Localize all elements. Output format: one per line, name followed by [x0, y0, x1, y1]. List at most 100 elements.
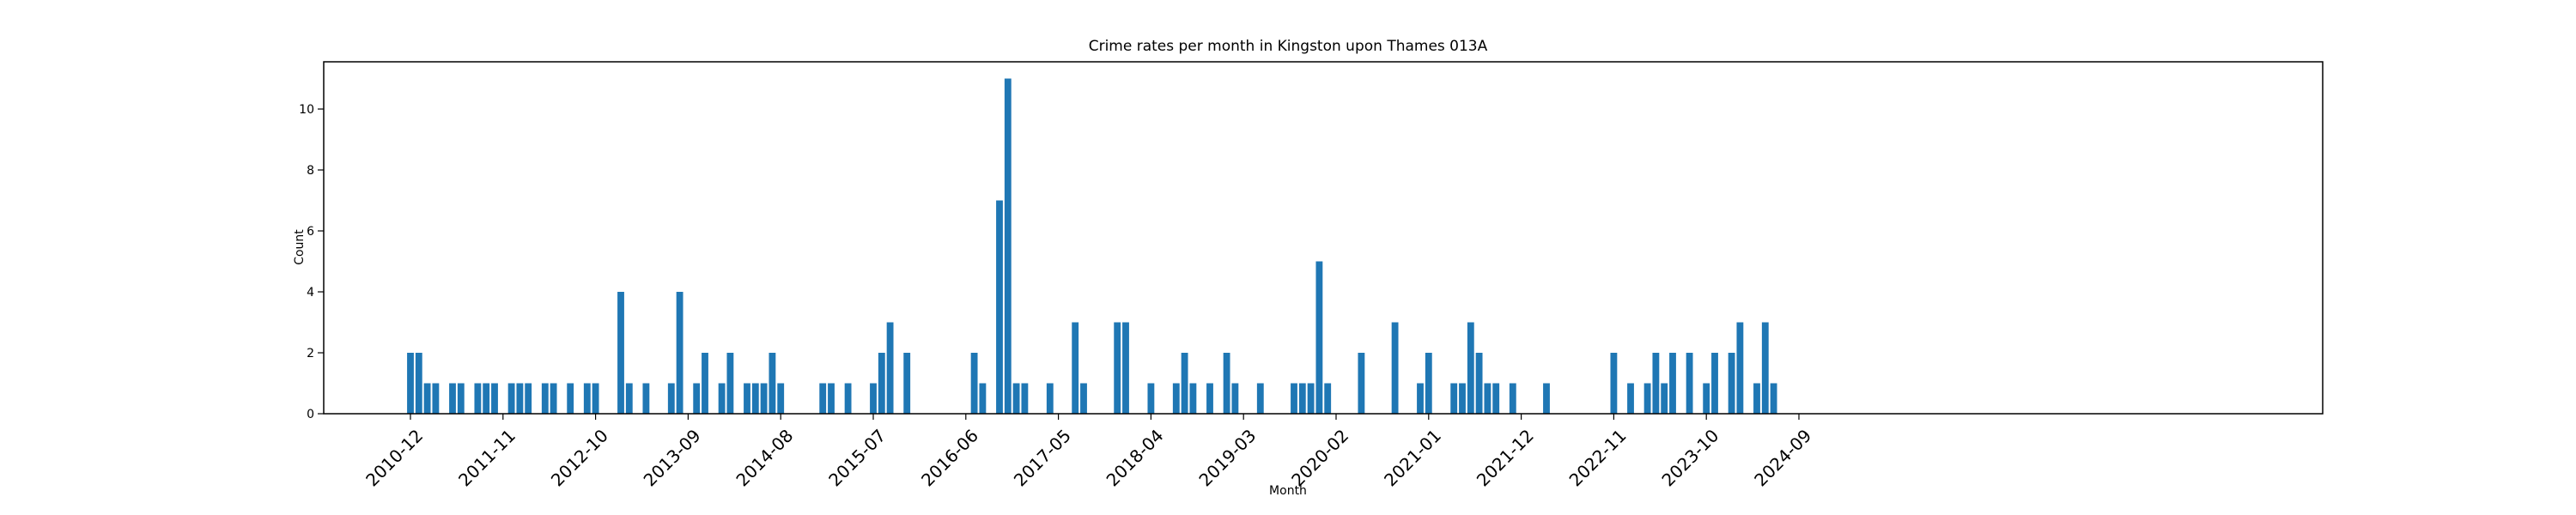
- bar-2011-06: [457, 383, 465, 414]
- bar-2011-09: [483, 383, 490, 414]
- bar-2013-04: [642, 383, 650, 414]
- bar-2020-05: [1358, 353, 1365, 414]
- bar-2012-04: [541, 383, 549, 414]
- bar-2019-11: [1307, 383, 1315, 414]
- x-tick-label: 2021-01: [1380, 425, 1445, 490]
- bar-2012-10: [592, 383, 599, 414]
- x-tick-label: 2012-10: [547, 425, 612, 490]
- y-tick-label: 2: [307, 347, 314, 360]
- bar-2021-09: [1492, 383, 1500, 414]
- bar-2012-09: [583, 383, 591, 414]
- bar-2012-02: [525, 383, 532, 414]
- bar-2019-12: [1315, 261, 1323, 414]
- bar-2014-02: [726, 353, 734, 414]
- bar-2017-01: [1021, 383, 1029, 414]
- bar-2024-02: [1736, 322, 1744, 414]
- bar-2018-08: [1181, 353, 1188, 414]
- bar-2014-01: [718, 383, 726, 414]
- bar-2013-01: [617, 292, 624, 414]
- bar-2014-07: [769, 353, 776, 414]
- plot-frame: [323, 61, 2324, 415]
- bar-2013-07: [667, 383, 675, 414]
- bar-2020-09: [1391, 322, 1399, 414]
- x-tick-label: 2021-12: [1473, 425, 1538, 490]
- bar-2020-01: [1324, 383, 1332, 414]
- bar-2020-12: [1417, 383, 1424, 414]
- bar-2019-10: [1298, 383, 1306, 414]
- bar-2021-01: [1425, 353, 1432, 414]
- bar-2012-05: [550, 383, 557, 414]
- bar-2015-02: [828, 383, 835, 414]
- bar-2015-04: [844, 383, 852, 414]
- bar-2014-05: [751, 383, 759, 414]
- bar-2016-12: [1012, 383, 1020, 414]
- x-tick-label: 2010-12: [361, 425, 427, 490]
- bar-2016-11: [1004, 78, 1012, 415]
- bar-2015-07: [870, 383, 877, 414]
- bar-2014-04: [744, 383, 750, 414]
- x-tick-label: 2011-11: [454, 425, 519, 490]
- x-tick-label: 2014-08: [732, 425, 797, 490]
- x-tick-label: 2020-02: [1287, 425, 1352, 490]
- x-tick-label: 2024-09: [1750, 425, 1815, 490]
- bars-group: [407, 78, 1777, 415]
- bar-2024-06: [1770, 383, 1777, 414]
- x-tick-label: 2016-06: [917, 425, 982, 490]
- x-tick-label: 2017-05: [1010, 425, 1075, 490]
- bar-2017-04: [1046, 383, 1054, 414]
- bar-2011-03: [432, 383, 440, 414]
- bar-2018-04: [1147, 383, 1155, 414]
- bar-2013-10: [693, 383, 701, 414]
- bar-2011-10: [491, 383, 498, 414]
- bar-2013-11: [702, 353, 708, 414]
- bar-2011-05: [449, 383, 456, 414]
- bar-2024-04: [1753, 383, 1760, 414]
- bar-2011-01: [415, 353, 422, 414]
- bar-2019-09: [1291, 383, 1297, 414]
- x-tick-label: 2023-10: [1657, 425, 1722, 490]
- bar-2013-02: [625, 383, 633, 414]
- bar-2024-01: [1728, 353, 1735, 414]
- bar-2018-07: [1172, 383, 1180, 414]
- y-axis: 0 2 4 6 8 10: [299, 103, 324, 421]
- bar-2010-12: [407, 353, 414, 414]
- bar-2019-05: [1256, 383, 1264, 414]
- bar-2018-11: [1206, 383, 1213, 414]
- bar-2014-08: [777, 383, 785, 414]
- bar-2021-11: [1509, 383, 1516, 414]
- y-tick-label: 10: [299, 103, 314, 117]
- bar-2023-03: [1643, 383, 1651, 414]
- y-axis-label: Count: [292, 229, 307, 265]
- bar-2012-07: [567, 383, 574, 414]
- bar-2018-09: [1189, 383, 1197, 414]
- bar-2021-07: [1475, 353, 1483, 414]
- y-tick-label: 8: [307, 164, 314, 178]
- bar-2015-09: [886, 322, 894, 414]
- x-tick-label: 2013-09: [640, 425, 705, 490]
- bar-2011-08: [474, 383, 482, 414]
- bar-2016-10: [996, 200, 1003, 414]
- y-tick-label: 4: [307, 286, 314, 300]
- bar-2017-12: [1114, 322, 1121, 414]
- x-tick-label: 2022-11: [1565, 425, 1631, 490]
- bar-2018-01: [1122, 322, 1129, 414]
- bar-2016-08: [979, 383, 987, 414]
- bar-2023-01: [1627, 383, 1634, 414]
- y-tick-label: 6: [307, 225, 314, 239]
- bar-2021-04: [1450, 383, 1458, 414]
- x-tick-label: 2015-07: [824, 425, 890, 490]
- bar-2019-02: [1231, 383, 1239, 414]
- bar-2015-11: [903, 353, 911, 414]
- bar-2022-11: [1610, 353, 1618, 414]
- bar-2014-06: [760, 383, 768, 414]
- bar-2019-01: [1223, 353, 1230, 414]
- bar-2023-11: [1711, 353, 1718, 414]
- bar-2021-05: [1459, 383, 1466, 414]
- x-axis-label: Month: [1269, 484, 1307, 498]
- bar-2023-05: [1661, 383, 1668, 414]
- bar-2017-07: [1072, 322, 1079, 414]
- bar-2022-03: [1543, 383, 1550, 414]
- bar-2016-07: [970, 353, 978, 414]
- bar-2023-08: [1686, 353, 1693, 414]
- bar-2012-01: [516, 383, 524, 414]
